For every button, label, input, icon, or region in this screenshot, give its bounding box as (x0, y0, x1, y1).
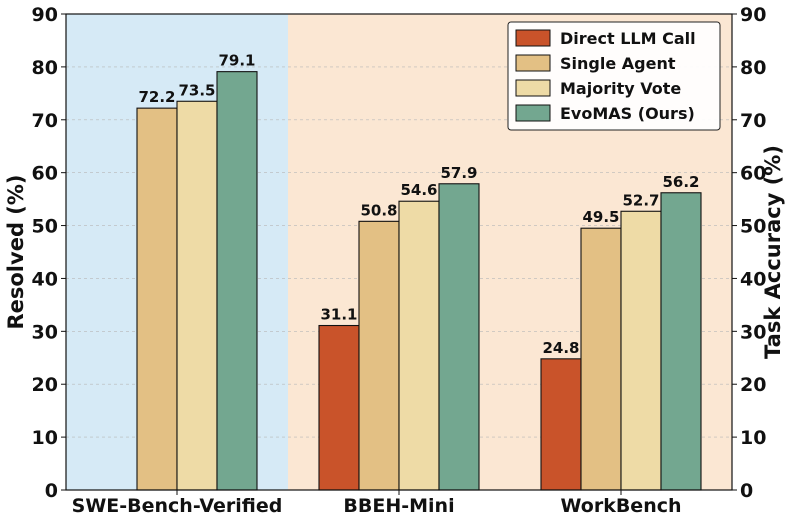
data-label: 49.5 (582, 208, 619, 226)
legend-swatch (515, 104, 551, 122)
x-tick-label: WorkBench (560, 495, 681, 517)
x-tick-label: SWE-Bench-Verified (72, 495, 283, 517)
data-label: 54.6 (400, 181, 437, 199)
y-tick-label-right: 70 (740, 110, 766, 132)
legend-swatch (515, 29, 551, 47)
y-tick-label-right: 50 (740, 216, 766, 238)
bar-direct-llm-call-2 (318, 324, 360, 491)
legend-label: Single Agent (560, 54, 676, 73)
bar-evomas-ours-1 (216, 71, 258, 491)
data-label: 50.8 (360, 201, 397, 219)
bar-evomas-ours-3 (660, 192, 702, 491)
y-tick-label: 20 (32, 374, 58, 396)
y-tick-label: 90 (32, 4, 58, 26)
y-tick-label-right: 30 (740, 321, 766, 343)
bar-majority-vote-1 (176, 100, 218, 491)
data-labels: 72.2 73.579.1 31.1 50.854.657.9 24.8 49.552.7… (138, 52, 699, 357)
legend-swatch (515, 79, 551, 97)
y-tick-label-right: 80 (740, 57, 766, 79)
left-y-axis: 0 10 20 30 40 50 60 70 80 90 (32, 4, 66, 502)
data-label: 56.2 (662, 173, 699, 191)
bar-majority-vote-2 (398, 200, 440, 491)
y-tick-label: 30 (32, 321, 58, 343)
y-tick-label-right: 40 (740, 268, 766, 290)
bar-direct-llm-call-3 (540, 358, 582, 491)
legend-frame (507, 21, 721, 131)
data-label: 79.1 (218, 52, 255, 70)
y-tick-label: 10 (32, 427, 58, 449)
bar-evomas-ours-2 (438, 183, 480, 491)
right-axis-title: Task Accuracy (%) (761, 145, 785, 359)
y-tick-label-right: 60 (740, 163, 766, 185)
y-tick-label: 0 (45, 480, 58, 502)
right-y-axis: 0 10 20 30 40 50 60 70 80 90 (732, 4, 766, 502)
legend-swatch (515, 54, 551, 72)
y-tick-label: 50 (32, 216, 58, 238)
y-tick-label: 60 (32, 163, 58, 185)
data-label: 73.5 (178, 81, 215, 99)
data-label: 24.8 (542, 339, 579, 357)
data-label: 72.2 (138, 88, 175, 106)
bar-majority-vote-3 (620, 210, 662, 491)
data-label: 52.7 (622, 191, 659, 209)
bar-single-agent-1 (136, 107, 178, 491)
bar-single-agent-2 (358, 220, 400, 491)
x-axis: SWE-Bench-Verified BBEH-Mini WorkBench (72, 490, 682, 517)
data-label: 57.9 (440, 164, 477, 182)
y-tick-label: 70 (32, 110, 58, 132)
bar-single-agent-3 (580, 227, 622, 491)
left-axis-title: Resolved (%) (4, 174, 28, 329)
y-tick-label-right: 20 (740, 374, 766, 396)
data-label: 31.1 (320, 306, 357, 324)
bars (136, 71, 702, 491)
legend-label: Majority Vote (560, 79, 681, 98)
y-tick-label-right: 0 (740, 480, 753, 502)
y-tick-label: 40 (32, 268, 58, 290)
y-tick-label-right: 10 (740, 427, 766, 449)
x-tick-label: BBEH-Mini (343, 495, 454, 517)
legend-label: Direct LLM Call (560, 29, 696, 48)
y-tick-label-right: 90 (740, 4, 766, 26)
legend-label: EvoMAS (Ours) (560, 104, 695, 123)
y-tick-label: 80 (32, 57, 58, 79)
legend: Direct LLM Call Single Agent Majority Vote… (507, 21, 721, 131)
